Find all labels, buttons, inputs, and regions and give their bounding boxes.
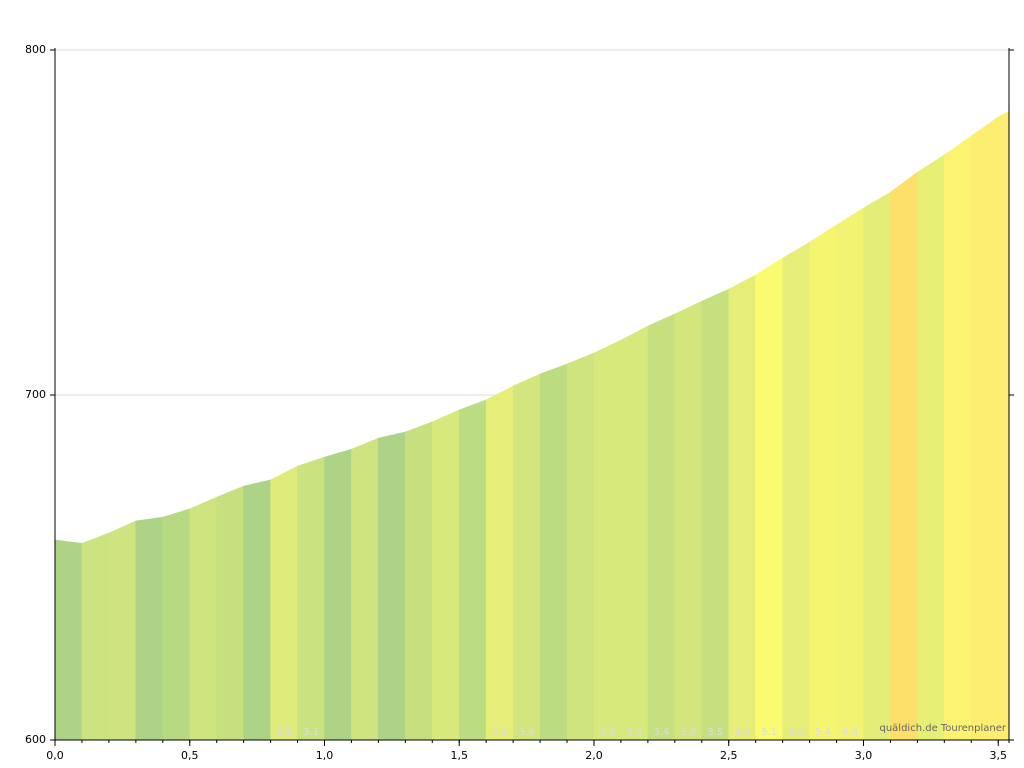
elevation-segment <box>432 409 460 741</box>
grade-label: 3.4 <box>653 727 669 738</box>
elevation-segment <box>216 485 244 741</box>
elevation-segment <box>593 339 622 741</box>
elevation-segment <box>458 399 487 741</box>
elevation-segment <box>189 496 217 741</box>
x-tick-label: 2,0 <box>585 749 603 762</box>
x-tick-label: 1,5 <box>450 749 468 762</box>
elevation-segment <box>270 465 298 741</box>
grade-label: 5.1 <box>761 727 777 738</box>
elevation-segment <box>674 300 703 741</box>
x-tick-label: 2,5 <box>720 749 738 762</box>
elevation-segment <box>539 363 568 741</box>
grade-label: 3.9 <box>276 727 292 738</box>
grade-label: 4.4 <box>734 727 750 738</box>
grade-label: 3.5 <box>707 727 723 738</box>
elevation-segment <box>485 385 514 741</box>
grade-label: 3.6 <box>519 727 535 738</box>
elevation-segment <box>997 110 1010 741</box>
elevation-segment <box>782 241 810 741</box>
elevation-segment <box>81 532 110 741</box>
x-tick-label: 1,0 <box>316 749 334 762</box>
elevation-segment <box>728 274 756 741</box>
grade-label: 3.8 <box>680 727 696 738</box>
elevation-segment <box>917 154 945 741</box>
elevation-segment <box>324 448 352 741</box>
grade-label: 3.9 <box>626 727 642 738</box>
elevation-segment <box>647 313 676 741</box>
elevation-segment <box>243 479 271 741</box>
grade-label: 3.1 <box>303 727 319 738</box>
elevation-segment <box>755 257 783 741</box>
grade-label: 4.1 <box>492 727 508 738</box>
elevation-segment <box>701 288 729 741</box>
x-tick-label: 3,5 <box>989 749 1007 762</box>
elevation-segment <box>809 224 837 741</box>
elevation-segment <box>162 508 190 741</box>
y-tick-label: 600 <box>25 733 46 746</box>
elevation-segment <box>351 437 379 741</box>
elevation-segment <box>863 191 891 741</box>
grade-label: 4.8 <box>842 727 858 738</box>
x-tick-label: 3,0 <box>855 749 873 762</box>
elevation-segment <box>378 431 406 741</box>
grade-label: 5.4 <box>815 727 831 738</box>
elevation-segment <box>566 352 595 741</box>
credit: quäldich.de Tourenplaner <box>879 723 1006 734</box>
x-tick-label: 0,0 <box>46 749 64 762</box>
x-tick-label: 0,5 <box>181 749 199 762</box>
elevation-segment <box>944 135 972 741</box>
elevation-segment <box>971 116 999 741</box>
elevation-segment <box>135 516 164 741</box>
elevation-segment <box>405 421 433 741</box>
elevation-segment <box>512 373 541 741</box>
elevation-segment <box>297 456 325 741</box>
elevation-segment <box>108 520 137 741</box>
grade-label: 4.4 <box>788 727 804 738</box>
elevation-segment <box>620 325 649 741</box>
y-tick-label: 800 <box>25 43 46 56</box>
elevation-segment <box>54 539 83 741</box>
elevation-segment <box>836 207 864 741</box>
elevation-segment <box>890 171 918 741</box>
grade-label: 3.9 <box>600 727 616 738</box>
y-tick-label: 700 <box>25 388 46 401</box>
